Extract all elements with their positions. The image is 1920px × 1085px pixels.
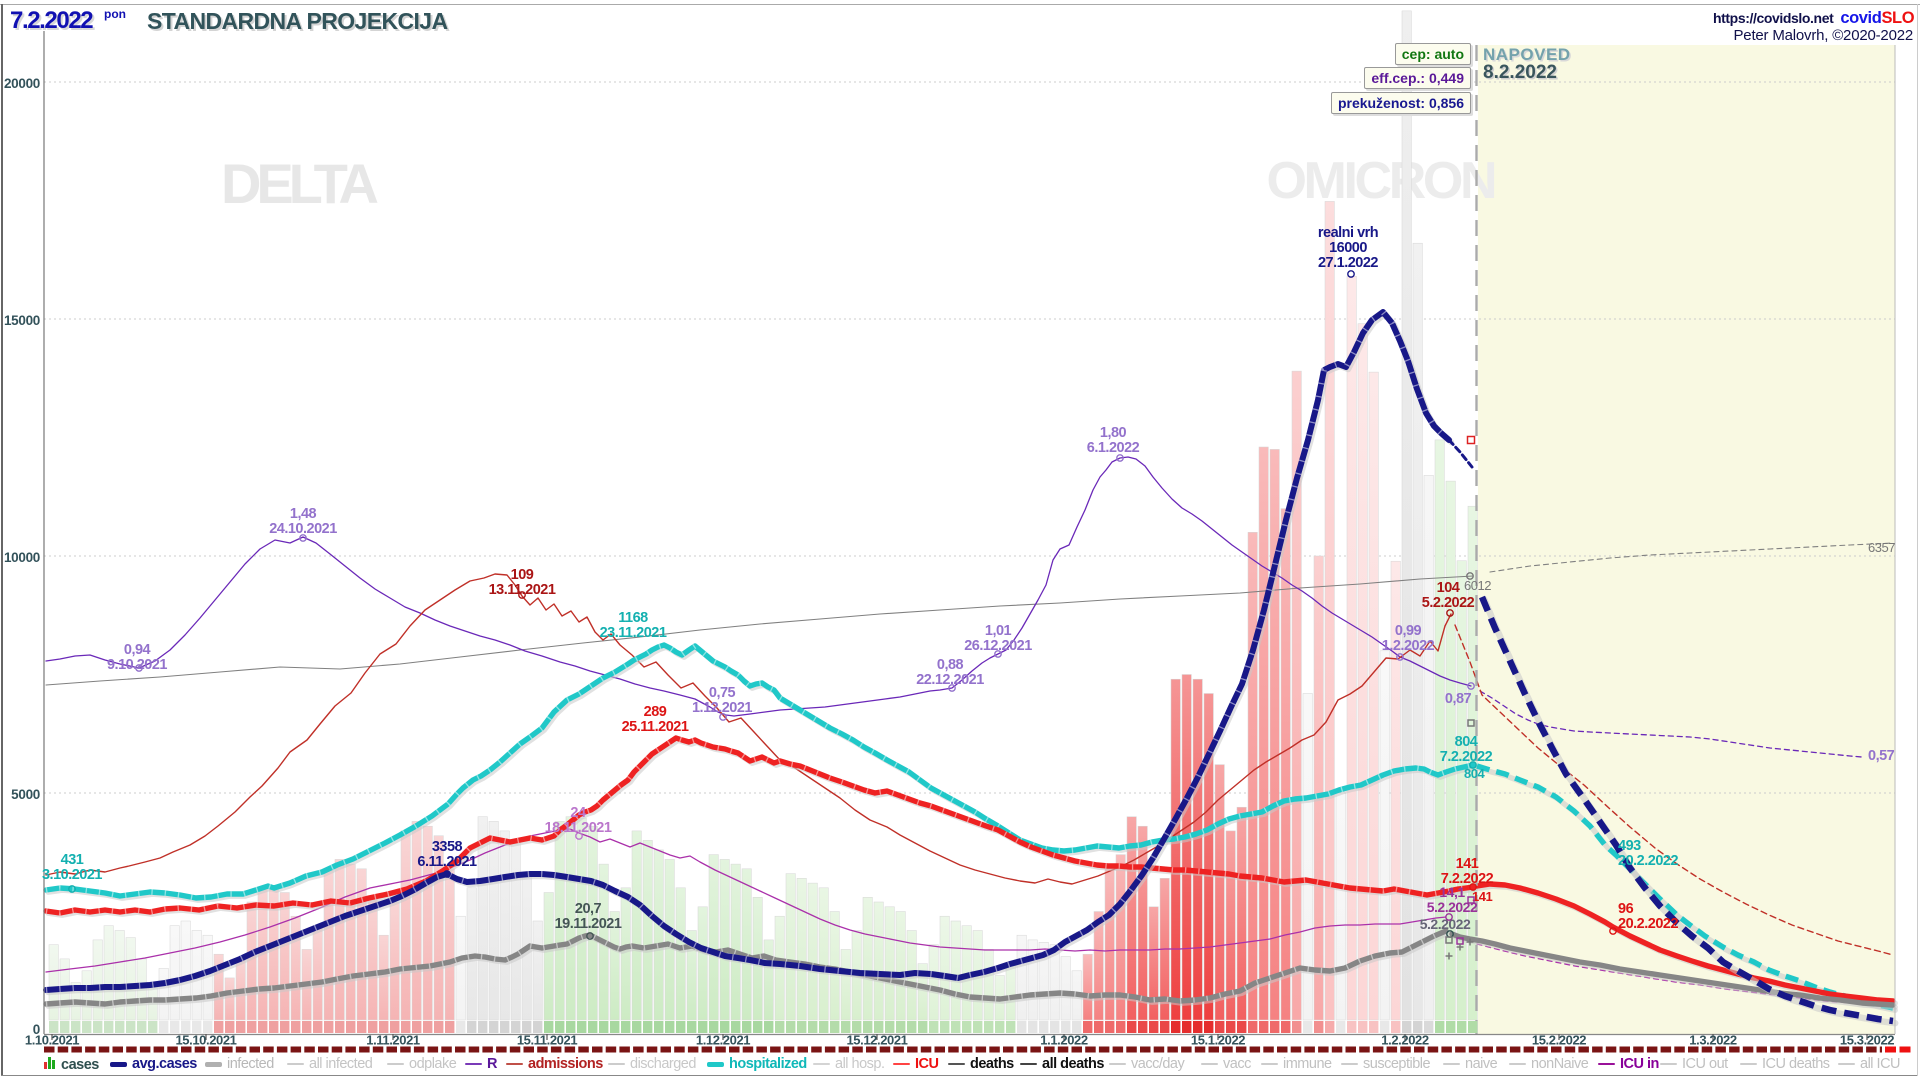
svg-text:0,88: 0,88 [937, 657, 964, 673]
svg-text:27.1.2022: 27.1.2022 [1318, 255, 1378, 271]
svg-text:20000: 20000 [4, 76, 40, 91]
svg-text:26.12.2021: 26.12.2021 [964, 638, 1032, 654]
svg-text:0,94: 0,94 [124, 642, 151, 658]
svg-text:24.10.2021: 24.10.2021 [269, 521, 337, 537]
svg-text:1.2.2022: 1.2.2022 [1382, 638, 1435, 654]
svg-text:5000: 5000 [11, 787, 40, 802]
svg-text:14,1: 14,1 [1439, 884, 1465, 900]
svg-text:18.11.2021: 18.11.2021 [545, 820, 612, 836]
svg-text:16000: 16000 [1329, 240, 1367, 256]
svg-text:25.11.2021: 25.11.2021 [622, 719, 689, 735]
svg-text:7.2.2022: 7.2.2022 [1441, 871, 1494, 887]
svg-text:3.10.2021: 3.10.2021 [42, 867, 102, 883]
svg-text:1.3.2022: 1.3.2022 [1689, 1033, 1737, 1048]
svg-text:1.2.2022: 1.2.2022 [1381, 1033, 1429, 1048]
svg-text:19.11.2021: 19.11.2021 [555, 916, 622, 932]
svg-text:15.11.2021: 15.11.2021 [517, 1033, 578, 1048]
svg-text:0,99: 0,99 [1395, 623, 1422, 639]
svg-text:15.12.2021: 15.12.2021 [846, 1033, 907, 1048]
svg-text:6.11.2021: 6.11.2021 [417, 854, 477, 870]
svg-text:13.11.2021: 13.11.2021 [489, 582, 556, 598]
svg-text:15000: 15000 [4, 313, 40, 328]
svg-text:3358: 3358 [432, 839, 463, 855]
svg-text:5.2.2022: 5.2.2022 [1427, 899, 1478, 915]
svg-text:109: 109 [511, 567, 534, 583]
svg-text:804: 804 [1455, 734, 1478, 750]
svg-text:22.12.2021: 22.12.2021 [916, 672, 984, 688]
svg-text:1,01: 1,01 [985, 623, 1012, 639]
svg-text:15.10.2021: 15.10.2021 [175, 1033, 236, 1048]
svg-text:431: 431 [61, 852, 84, 868]
svg-text:20.2.2022: 20.2.2022 [1618, 916, 1678, 932]
svg-text:6357: 6357 [1868, 540, 1895, 555]
svg-text:20.2.2022: 20.2.2022 [1618, 853, 1678, 869]
svg-text:141: 141 [1456, 856, 1479, 872]
svg-text:15.3.2022: 15.3.2022 [1840, 1033, 1894, 1048]
svg-text:DELTA: DELTA [221, 152, 379, 215]
svg-text:0,87: 0,87 [1445, 691, 1472, 707]
svg-text:24: 24 [570, 805, 586, 821]
svg-text:1,48: 1,48 [290, 506, 317, 522]
svg-text:20,7: 20,7 [575, 901, 602, 917]
svg-text:5.2.2022: 5.2.2022 [1422, 595, 1475, 611]
svg-text:1.1.2022: 1.1.2022 [1040, 1033, 1088, 1048]
svg-text:0,75: 0,75 [709, 685, 736, 701]
svg-text:0: 0 [33, 1022, 40, 1037]
svg-text:1168: 1168 [618, 610, 648, 626]
svg-text:1.10.2021: 1.10.2021 [25, 1033, 79, 1048]
svg-text:1,80: 1,80 [1100, 425, 1127, 441]
svg-text:23.11.2021: 23.11.2021 [600, 625, 667, 641]
svg-text:96: 96 [1618, 901, 1634, 917]
svg-text:OMICRON: OMICRON [1267, 152, 1498, 210]
svg-text:1.12.2021: 1.12.2021 [696, 1033, 750, 1048]
svg-text:1.12.2021: 1.12.2021 [692, 700, 752, 716]
svg-text:289: 289 [644, 704, 667, 720]
svg-text:7.2.2022: 7.2.2022 [1440, 749, 1493, 765]
svg-text:141: 141 [1472, 889, 1492, 904]
svg-text:15.1.2022: 15.1.2022 [1191, 1033, 1245, 1048]
svg-text:104: 104 [1437, 580, 1460, 596]
svg-text:10000: 10000 [4, 550, 40, 565]
svg-text:5.2.2022: 5.2.2022 [1420, 916, 1471, 932]
svg-text:804: 804 [1464, 766, 1485, 781]
svg-text:493: 493 [1618, 838, 1641, 854]
svg-text:15.2.2022: 15.2.2022 [1532, 1033, 1586, 1048]
svg-text:1.11.2021: 1.11.2021 [366, 1033, 420, 1048]
svg-text:0,57: 0,57 [1868, 748, 1895, 764]
svg-text:6.1.2022: 6.1.2022 [1087, 440, 1140, 456]
svg-text:realni vrh: realni vrh [1318, 225, 1378, 241]
svg-text:6012: 6012 [1464, 578, 1491, 593]
